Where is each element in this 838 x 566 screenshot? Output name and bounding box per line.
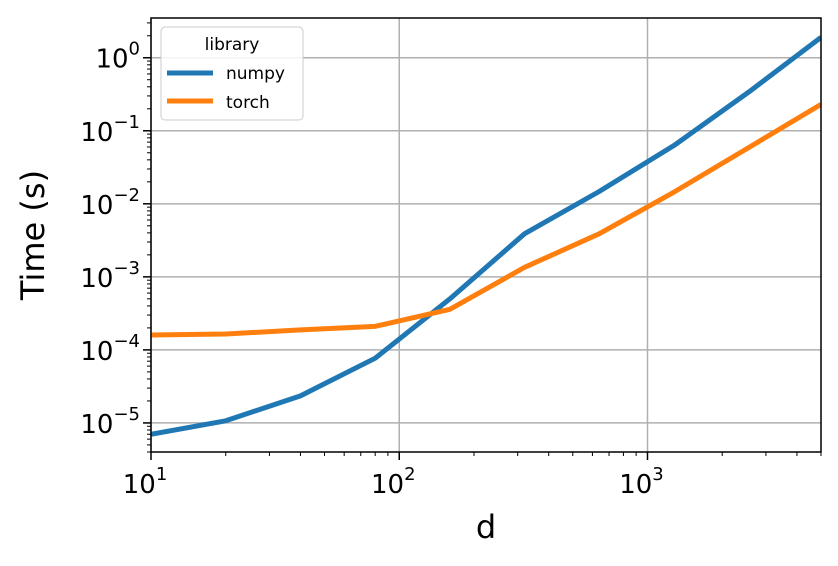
legend-title: library: [205, 35, 260, 55]
series-line-numpy: [151, 35, 821, 437]
legend-label-numpy: numpy: [226, 64, 285, 84]
x-tick-exponent: 1: [156, 464, 167, 485]
y-axis-title: Time (s): [14, 170, 52, 301]
y-tick-label: 10−5: [80, 404, 140, 440]
series-line-torch: [151, 102, 821, 338]
legend: library numpy torch: [160, 26, 304, 121]
y-tick-exponent: −2: [113, 185, 140, 206]
legend-box: [160, 26, 304, 121]
y-tick-label: 100: [95, 39, 140, 75]
y-tick-exponent: −5: [113, 404, 140, 425]
x-tick-exponent: 3: [652, 464, 663, 485]
x-tick-exponent: 2: [404, 464, 415, 485]
y-tick-exponent: −3: [113, 258, 140, 279]
legend-label-torch: torch: [226, 93, 270, 113]
y-tick-exponent: −1: [113, 112, 140, 133]
plot-frame: [150, 17, 822, 453]
x-axis-title: d: [476, 508, 496, 546]
y-tick-label: 10−3: [80, 258, 140, 294]
y-tick-exponent: −4: [113, 331, 140, 352]
major-ticks: [143, 56, 649, 460]
series-lines: [151, 35, 821, 437]
x-tick-labels: 101 102 103: [123, 464, 664, 500]
y-tick-exponent: 0: [129, 39, 140, 60]
